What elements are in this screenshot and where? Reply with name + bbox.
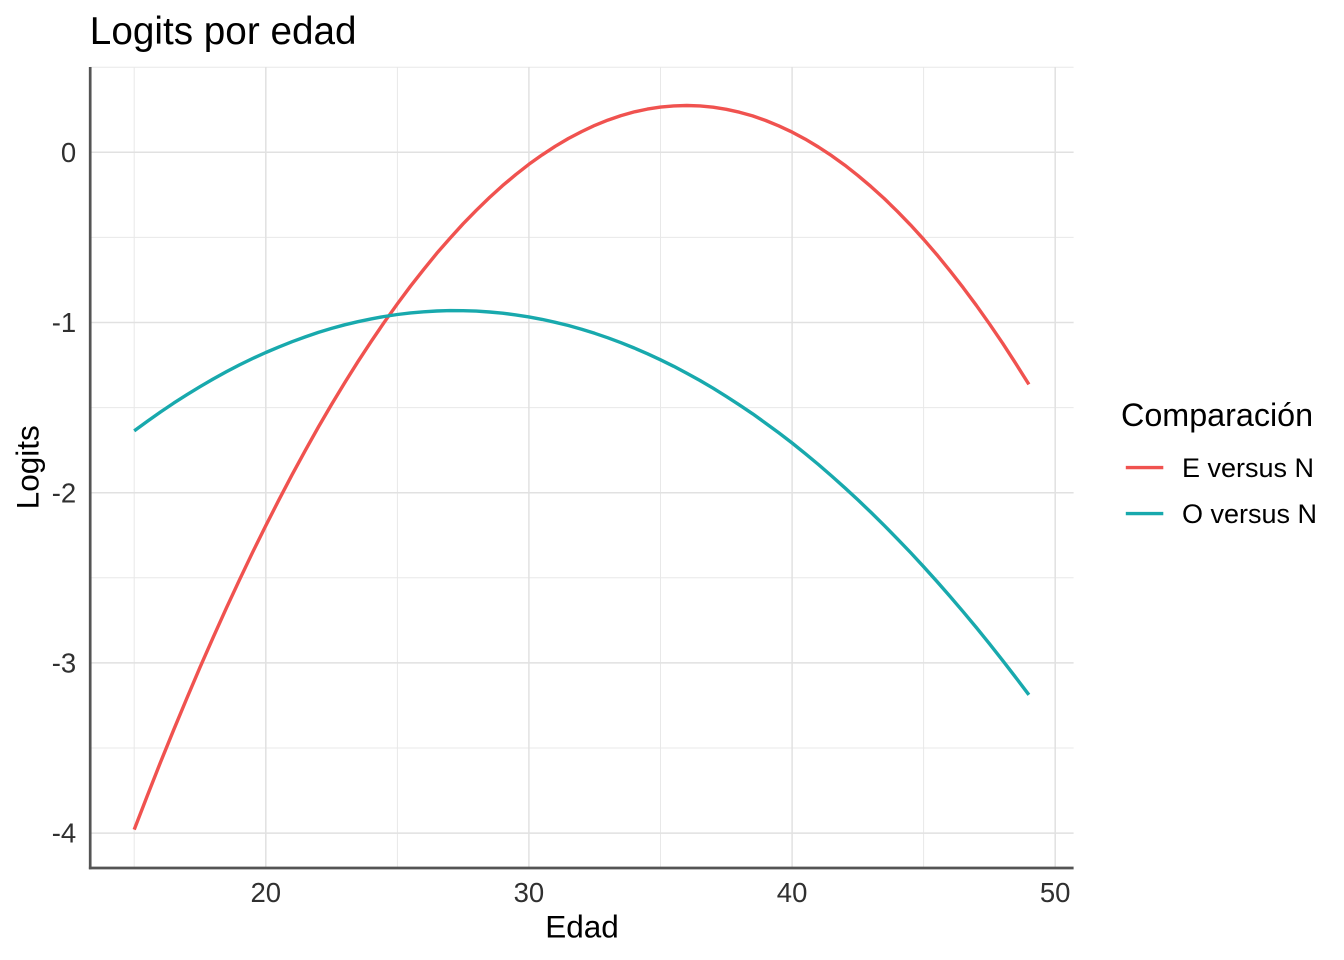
svg-text:-4: -4 [52,818,76,849]
svg-text:20: 20 [251,877,282,908]
svg-text:0: 0 [61,137,76,168]
svg-text:Logits por edad: Logits por edad [90,10,357,53]
svg-text:Logits: Logits [10,425,46,509]
svg-text:50: 50 [1040,877,1071,908]
svg-text:-2: -2 [52,477,76,508]
svg-text:-1: -1 [52,307,76,338]
svg-text:Comparación: Comparación [1121,397,1313,433]
svg-text:Edad: Edad [545,909,619,945]
svg-text:O versus N: O versus N [1182,499,1317,529]
svg-text:-3: -3 [52,648,76,679]
svg-text:E versus N: E versus N [1182,453,1314,483]
svg-text:40: 40 [777,877,808,908]
svg-text:30: 30 [514,877,545,908]
